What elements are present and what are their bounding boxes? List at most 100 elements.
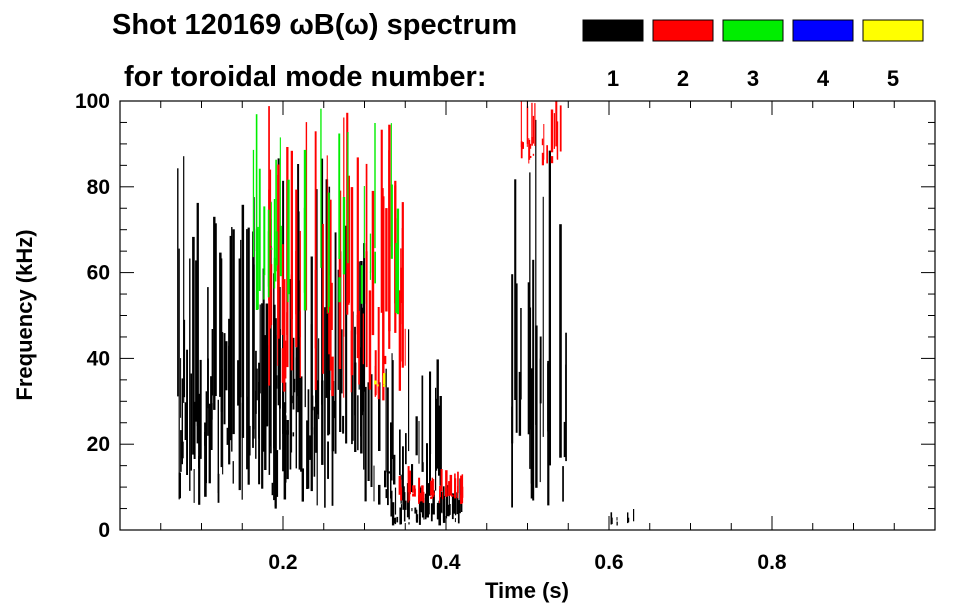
mode-1-spectral-mark (205, 391, 207, 484)
mode-1-spectral-mark (360, 261, 363, 454)
mode-1-spectral-mark (394, 517, 397, 525)
mode-1-spectral-mark (306, 420, 309, 489)
mode-1-spectral-mark (535, 119, 537, 425)
mode-5-spectral-mark (383, 384, 386, 387)
mode-1-spectral-mark (354, 326, 356, 416)
mode-1-spectral-mark (432, 490, 435, 515)
mode-1-spectral-mark (315, 339, 318, 453)
mode-1-spectral-mark (285, 415, 287, 483)
mode-3-spectral-mark (287, 179, 290, 295)
mode-2-spectral-mark (281, 244, 284, 335)
mode-2-spectral-mark (382, 188, 384, 376)
mode-2-spectral-mark (532, 153, 535, 156)
mode-1-spectral-mark (357, 395, 359, 451)
mode-2-spectral-mark (380, 129, 383, 313)
mode-2-spectral-mark (433, 492, 435, 495)
mode-2-spectral-mark (559, 105, 562, 152)
mode-2-spectral-mark (277, 164, 280, 339)
mode-5-spectral-mark (383, 373, 386, 385)
mode-3-spectral-mark (396, 218, 399, 279)
mode-1-spectral-mark (310, 256, 313, 492)
mode-2-spectral-mark (350, 187, 354, 376)
mode-1-spectral-mark (451, 493, 454, 520)
mode-1-spectral-mark (261, 303, 264, 489)
mode-1-spectral-mark (532, 259, 535, 501)
mode-1-spectral-mark (399, 507, 401, 525)
mode-2-spectral-mark (385, 208, 388, 312)
mode-1-spectral-mark (351, 371, 353, 445)
mode-1-spectral-mark (427, 503, 430, 515)
mode-1-spectral-mark (327, 269, 330, 436)
mode-1-spectral-mark (439, 396, 442, 486)
mode-1-spectral-mark (511, 406, 513, 508)
mode-1-spectral-mark (327, 441, 329, 479)
mode-1-spectral-mark (418, 486, 421, 519)
mode-1-spectral-mark (445, 498, 448, 519)
mode-1-spectral-mark (279, 287, 281, 450)
mode-1-spectral-mark (548, 150, 551, 466)
mode-1-spectral-mark (295, 357, 298, 391)
mode-1-spectral-mark (565, 332, 567, 462)
mode-1-spectral-mark (177, 168, 179, 397)
mode-2-spectral-mark (371, 190, 375, 336)
mode-1-spectral-mark (204, 432, 206, 446)
mode-3-spectral-mark (267, 231, 270, 287)
mode-1-spectral-mark (520, 308, 522, 400)
mode-1-spectral-mark (199, 359, 202, 459)
mode-1-spectral-mark (313, 427, 315, 435)
mode-2-spectral-mark (454, 478, 457, 499)
mode-1-spectral-mark (214, 223, 217, 396)
mode-1-spectral-mark (352, 311, 354, 441)
mode-1-spectral-mark (539, 358, 541, 483)
mode-1-spectral-mark (208, 403, 211, 484)
mode-1-spectral-mark (286, 420, 289, 435)
mode-1-spectral-mark (283, 402, 287, 500)
mode-1-spectral-mark (190, 373, 192, 471)
mode-2-spectral-mark (419, 493, 422, 498)
mode-2-spectral-mark (529, 143, 532, 149)
mode-2-spectral-mark (442, 491, 444, 500)
mode-2-spectral-mark (520, 141, 523, 159)
mode-1-spectral-mark (393, 517, 396, 524)
mode-1-spectral-mark (222, 332, 224, 475)
mode-2-spectral-mark (534, 103, 536, 146)
mode-3-spectral-mark (275, 159, 277, 272)
mode-2-spectral-mark (362, 313, 364, 365)
mode-2-spectral-mark (451, 494, 454, 497)
mode-1-spectral-mark (396, 516, 399, 523)
mode-2-spectral-mark (448, 481, 451, 496)
mode-3-spectral-mark (263, 206, 266, 276)
mode-2-spectral-mark (531, 102, 533, 144)
mode-3-spectral-mark (390, 123, 392, 247)
x-tick-label: 0.6 (594, 551, 623, 574)
mode-1-spectral-mark (184, 402, 187, 440)
mode-1-spectral-mark (294, 378, 296, 393)
mode-1-spectral-mark (411, 508, 413, 512)
mode-1-spectral-mark (219, 252, 222, 397)
mode-3-spectral-mark (369, 271, 371, 280)
mode-1-spectral-mark (415, 509, 418, 521)
mode-1-spectral-mark (241, 204, 245, 438)
mode-1-spectral-mark (232, 461, 234, 484)
mode-2-spectral-mark (347, 175, 350, 303)
mode-1-spectral-mark (253, 264, 255, 430)
mode-5-spectral-mark (377, 384, 379, 387)
mode-1-spectral-mark (307, 389, 310, 489)
mode-2-spectral-mark (383, 355, 387, 365)
mode-1-spectral-mark (324, 307, 326, 508)
mode-1-spectral-mark (456, 492, 459, 515)
mode-1-spectral-mark (547, 360, 550, 506)
mode-1-spectral-mark (246, 229, 248, 470)
mode-1-spectral-mark (286, 430, 289, 480)
chart-title: Shot 120169 ωB(ω) spectrum (112, 9, 517, 41)
mode-2-spectral-mark (413, 488, 416, 497)
mode-1-spectral-mark (316, 387, 318, 506)
mode-1-spectral-mark (384, 470, 387, 488)
y-tick-label: 80 (87, 176, 110, 199)
mode-1-spectral-mark (418, 421, 420, 464)
mode-1-spectral-mark (426, 443, 428, 498)
legend-swatch-mode-3 (722, 19, 784, 42)
mode-2-spectral-mark (543, 124, 545, 160)
mode-1-spectral-mark (515, 283, 518, 433)
mode-1-spectral-mark (436, 359, 439, 469)
